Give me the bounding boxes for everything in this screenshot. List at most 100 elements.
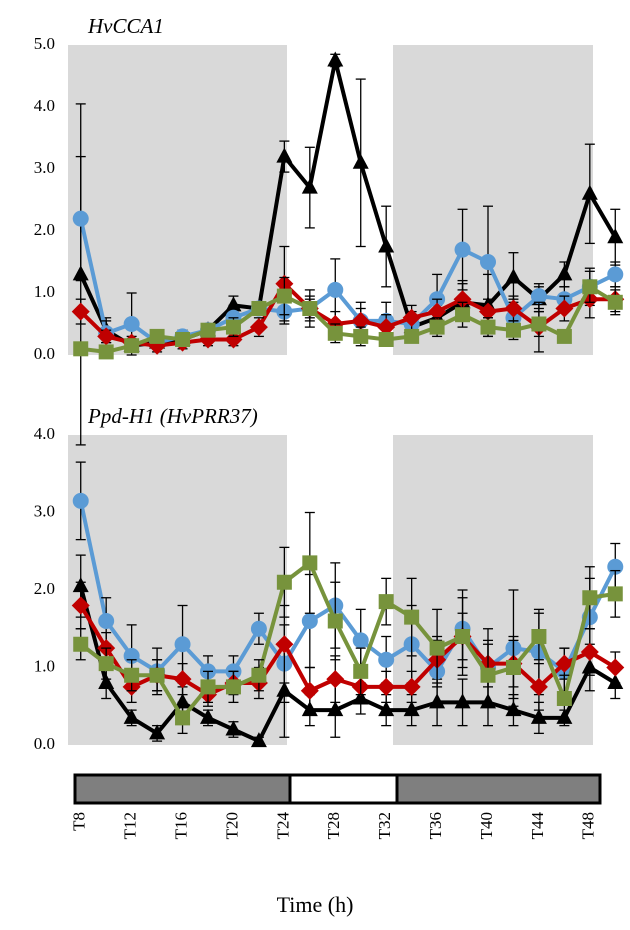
marker bbox=[480, 667, 496, 683]
marker bbox=[455, 629, 471, 644]
marker bbox=[98, 613, 115, 629]
marker bbox=[505, 701, 522, 717]
y-tick-label: 2.0 bbox=[34, 220, 55, 239]
marker bbox=[225, 319, 241, 335]
shading bbox=[68, 45, 593, 745]
x-axis-title: Time (h) bbox=[277, 892, 354, 917]
y-tick-label: 5.0 bbox=[34, 34, 55, 53]
marker bbox=[377, 677, 396, 696]
marker bbox=[556, 328, 572, 344]
y-tick-label: 2.0 bbox=[34, 579, 55, 598]
x-tick-label: T32 bbox=[375, 812, 394, 839]
marker bbox=[301, 178, 318, 194]
panel-title: Ppd-H1 (HvPRR37) bbox=[87, 404, 258, 428]
marker bbox=[72, 210, 89, 227]
marker bbox=[249, 318, 268, 337]
marker bbox=[505, 268, 522, 284]
series-line bbox=[79, 281, 616, 348]
marker bbox=[73, 636, 89, 652]
light-dark-bar bbox=[73, 773, 602, 805]
marker bbox=[276, 288, 292, 304]
x-tick-label: T12 bbox=[121, 812, 140, 839]
marker bbox=[200, 322, 216, 338]
marker bbox=[455, 307, 471, 323]
marker bbox=[175, 332, 191, 347]
x-tick-label: T28 bbox=[324, 812, 343, 839]
series-line bbox=[80, 284, 617, 354]
marker bbox=[351, 311, 370, 330]
marker bbox=[224, 330, 243, 349]
marker bbox=[326, 670, 345, 689]
marker bbox=[225, 720, 242, 736]
marker bbox=[607, 586, 623, 602]
y-tick-label: 3.0 bbox=[34, 158, 55, 177]
marker bbox=[250, 620, 267, 637]
marker bbox=[453, 290, 472, 309]
marker bbox=[378, 237, 395, 253]
marker bbox=[98, 344, 114, 360]
light-block bbox=[288, 773, 399, 805]
marker bbox=[607, 228, 624, 244]
marker bbox=[200, 679, 216, 695]
marker bbox=[352, 632, 369, 649]
marker bbox=[479, 302, 497, 321]
marker bbox=[123, 316, 140, 332]
marker bbox=[403, 701, 420, 717]
marker bbox=[174, 693, 191, 709]
marker bbox=[480, 254, 496, 270]
marker bbox=[607, 266, 624, 283]
marker bbox=[250, 732, 267, 748]
x-tick-label: T24 bbox=[273, 812, 292, 840]
marker bbox=[454, 241, 471, 258]
marker bbox=[580, 643, 599, 661]
series-line bbox=[79, 560, 616, 720]
marker bbox=[428, 302, 447, 321]
marker bbox=[480, 319, 496, 335]
marker bbox=[200, 708, 216, 724]
panel-title: HvCCA1 bbox=[87, 14, 164, 38]
y-tick-label: 0.0 bbox=[34, 344, 55, 363]
marker bbox=[98, 656, 114, 672]
marker bbox=[225, 679, 241, 695]
marker bbox=[378, 701, 395, 717]
y-tick-label: 4.0 bbox=[34, 424, 55, 443]
marker bbox=[225, 296, 242, 312]
marker bbox=[124, 338, 140, 354]
marker bbox=[98, 674, 115, 689]
marker bbox=[124, 667, 140, 683]
dark-block bbox=[395, 773, 602, 805]
marker bbox=[276, 574, 292, 590]
marker bbox=[555, 654, 574, 673]
y-tick-label: 3.0 bbox=[34, 501, 55, 520]
marker bbox=[404, 328, 420, 344]
x-tick-label: T40 bbox=[477, 812, 496, 839]
marker bbox=[582, 590, 598, 606]
marker bbox=[607, 294, 623, 310]
marker bbox=[402, 677, 421, 696]
marker bbox=[378, 332, 394, 347]
series-line bbox=[78, 585, 617, 744]
marker bbox=[327, 281, 344, 298]
marker bbox=[529, 677, 548, 696]
marker bbox=[353, 328, 369, 344]
marker bbox=[606, 658, 625, 677]
series bbox=[73, 270, 623, 360]
dark-block bbox=[73, 773, 292, 805]
marker bbox=[276, 147, 293, 163]
marker bbox=[300, 681, 319, 700]
marker bbox=[149, 328, 165, 344]
marker bbox=[504, 299, 523, 318]
marker bbox=[378, 594, 394, 610]
marker bbox=[530, 288, 547, 305]
marker bbox=[72, 492, 89, 509]
marker bbox=[251, 301, 267, 316]
marker bbox=[505, 322, 521, 338]
x-tick-label: T48 bbox=[579, 812, 598, 839]
marker bbox=[404, 609, 420, 625]
y-tick-label: 1.0 bbox=[34, 282, 55, 301]
y-tick-label: 1.0 bbox=[34, 656, 55, 675]
marker bbox=[556, 691, 572, 706]
dark-period bbox=[68, 45, 287, 355]
marker bbox=[302, 301, 318, 316]
